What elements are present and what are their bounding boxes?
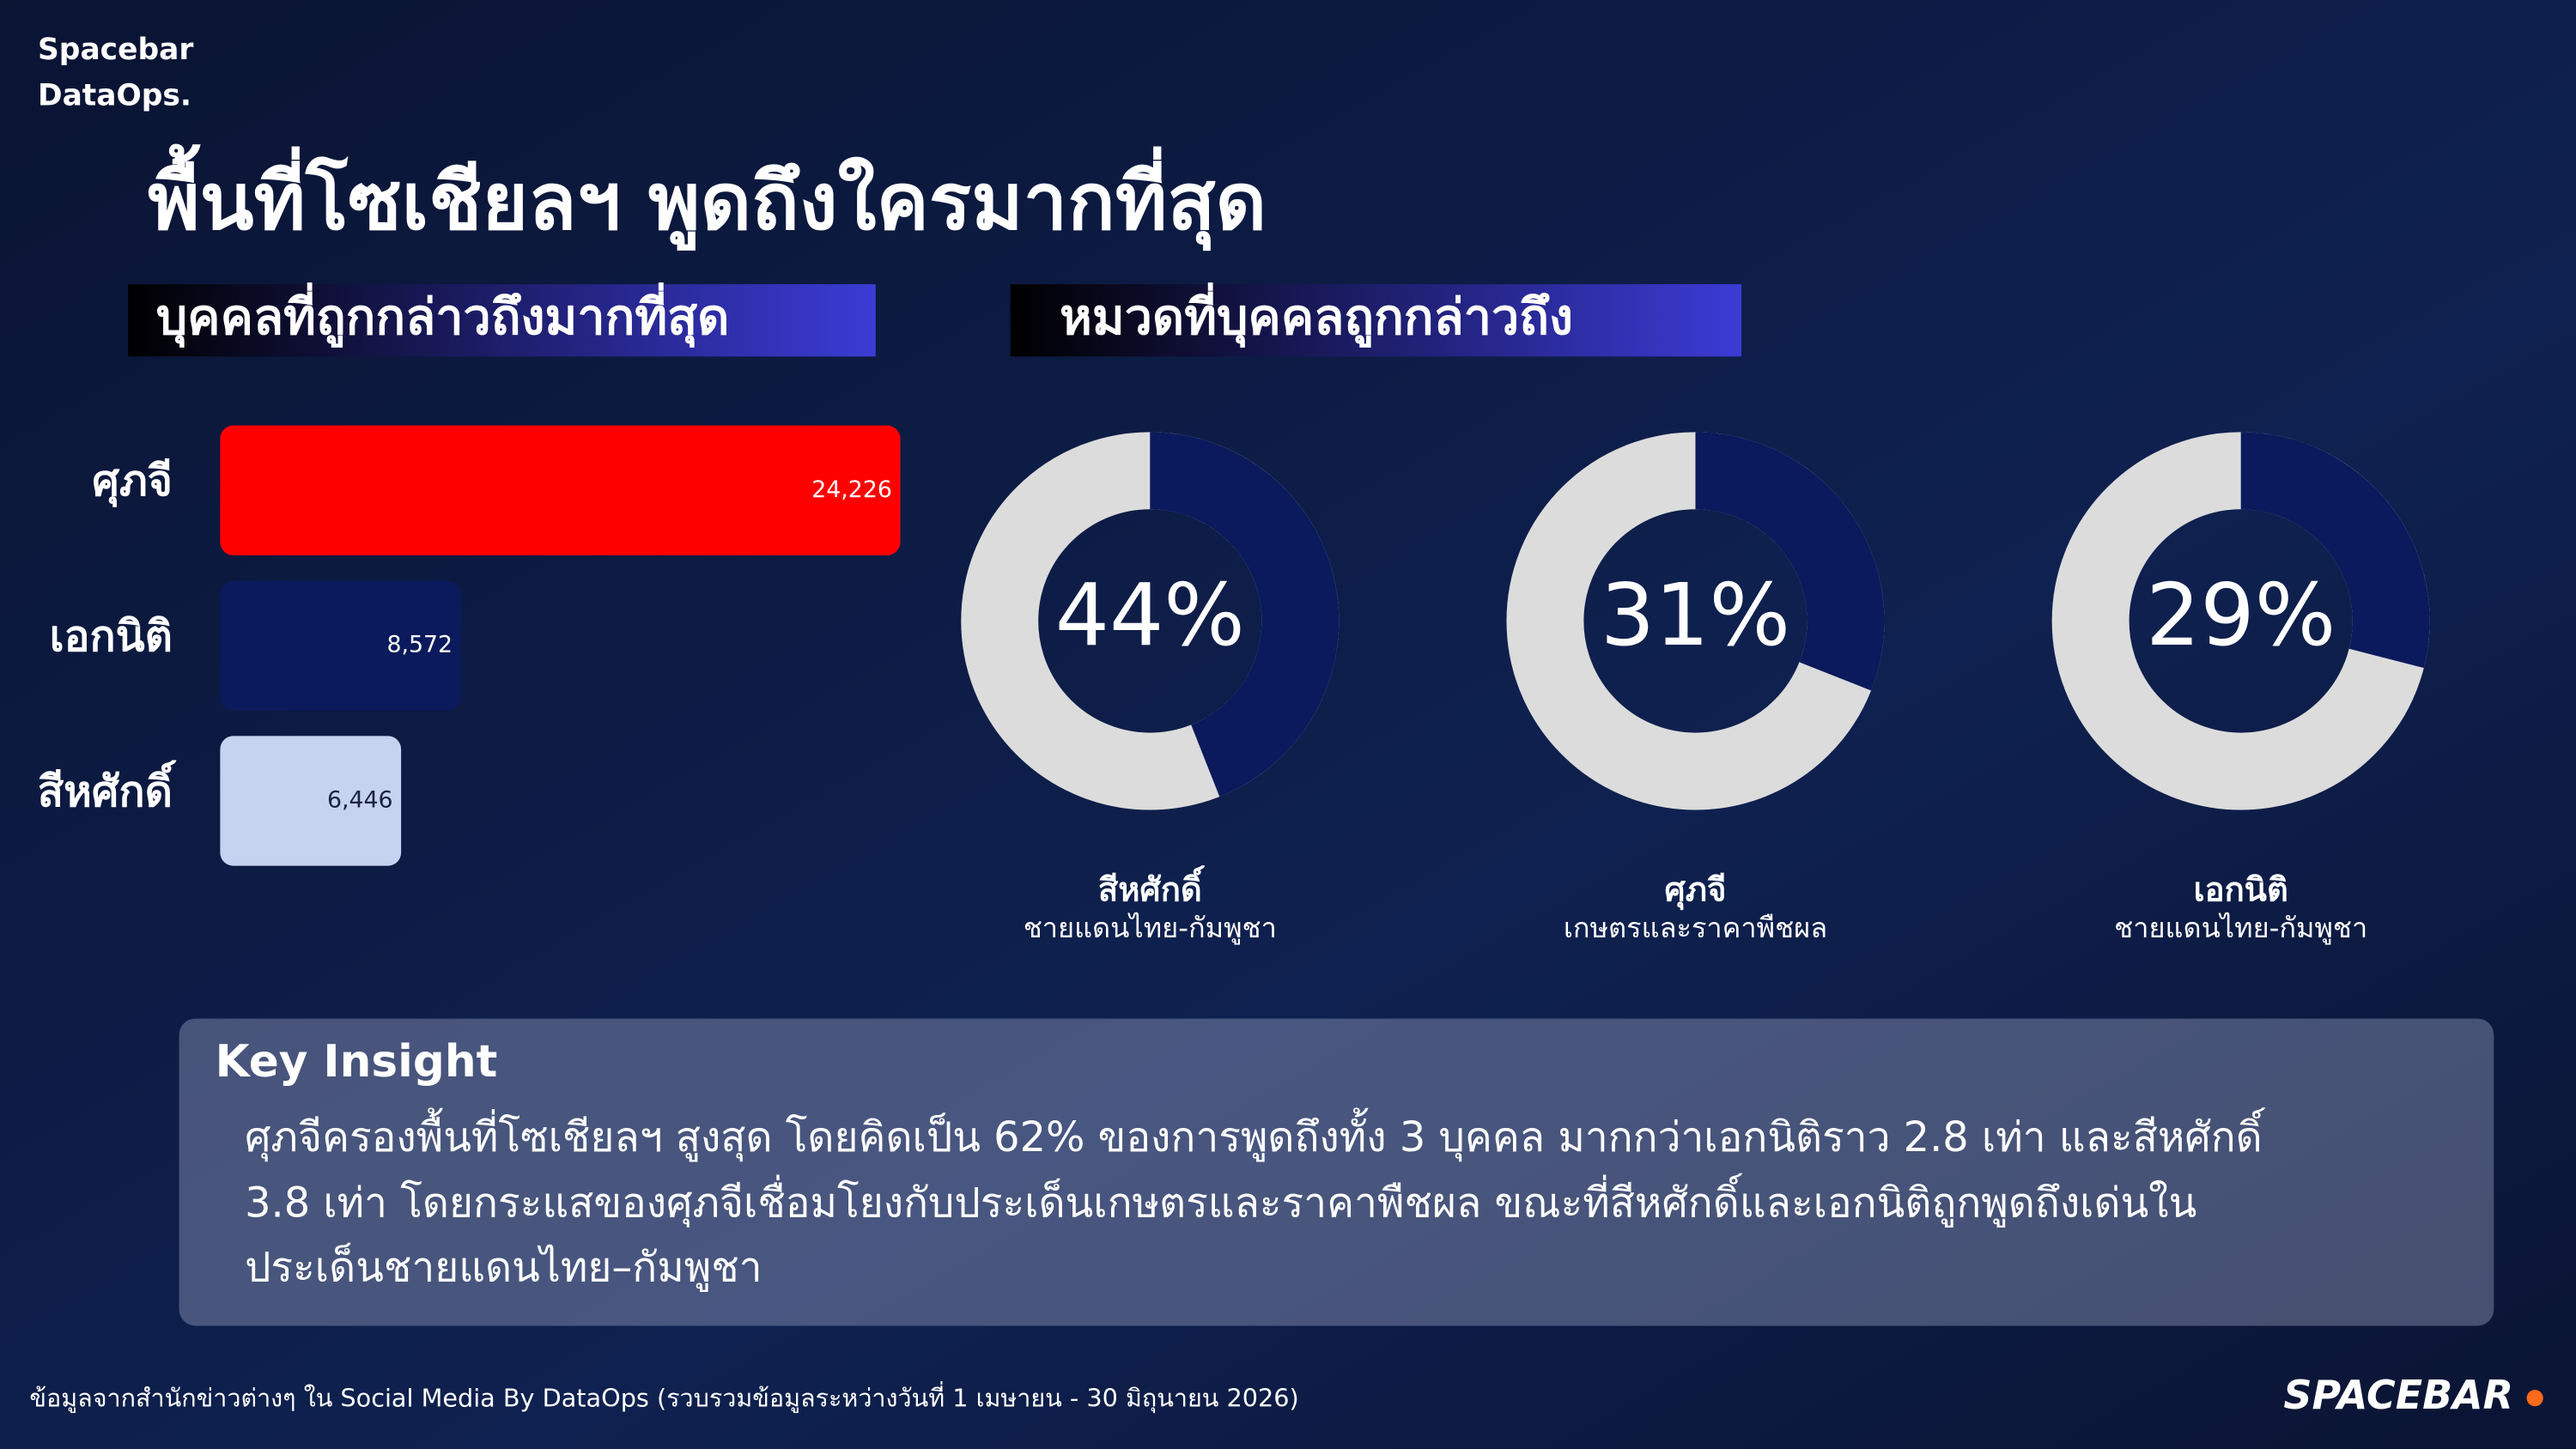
brand: Spacebar xyxy=(38,33,193,67)
donut-value: 29% xyxy=(2146,567,2336,665)
insight-title: Key Insight xyxy=(216,1036,498,1088)
section-header xyxy=(128,284,876,357)
donut-segment xyxy=(2240,432,2430,669)
donut-title: เอกนิติ xyxy=(2194,871,2288,910)
section-title: หมวดที่บุคคลถูกกล่าวถึง xyxy=(1060,282,1573,349)
bar xyxy=(220,580,461,711)
donut-segment xyxy=(1695,432,1885,691)
insight-box xyxy=(179,1018,2494,1326)
logo-dot xyxy=(2526,1390,2543,1407)
donut-title: สีหศักดิ์ xyxy=(1098,865,1206,910)
donut-subtitle: เกษตรและราคาพืชผล xyxy=(1564,912,1827,944)
category-label: ศุภจี xyxy=(92,456,173,507)
donut-title: ศุภจี xyxy=(1665,871,1727,911)
bar xyxy=(220,425,901,555)
insight-line: 3.8 เท่า โดยกระแสของศุภจีเชื่อมโยงกับประ… xyxy=(245,1173,2196,1228)
donut-subtitle: ชายแดนไทย-กัมพูชา xyxy=(1024,912,1277,945)
value-label: 6,446 xyxy=(327,786,393,813)
category-label: สีหศักดิ์ xyxy=(38,760,177,816)
page-title: พื้นที่โซเชียลฯ พูดถึงใครมากที่สุด xyxy=(148,144,1267,252)
logo: SPACEBAR xyxy=(2283,1372,2512,1418)
value-label: 8,572 xyxy=(386,632,453,658)
section-header xyxy=(1010,284,1742,357)
donut-subtitle: ชายแดนไทย-กัมพูชา xyxy=(2114,912,2367,945)
insight-line: ศุภจีครองพื้นที่โซเชียลฯ สูงสุด โดยคิดเป… xyxy=(245,1107,2265,1162)
brand: DataOps. xyxy=(38,78,191,112)
donut-value: 44% xyxy=(1055,567,1245,665)
insight-line: ประเด็นชายแดนไทย–กัมพูชา xyxy=(245,1242,762,1292)
donut-segment xyxy=(1150,432,1340,797)
donut-value: 31% xyxy=(1601,567,1790,665)
source-note: ข้อมูลจากสำนักข่าวต่างๆ ใน Social Media … xyxy=(29,1381,1298,1414)
bar xyxy=(220,736,402,866)
category-label: เอกนิติ xyxy=(50,611,173,661)
section-title: บุคคลที่ถูกกล่าวถึงมากที่สุด xyxy=(156,282,730,349)
value-label: 24,226 xyxy=(811,476,892,503)
